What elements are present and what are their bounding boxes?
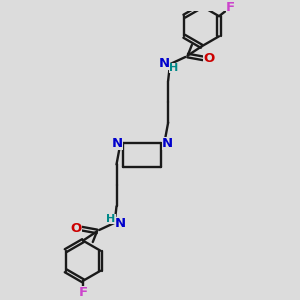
Text: F: F <box>78 286 88 299</box>
Text: O: O <box>203 52 214 65</box>
Text: O: O <box>70 222 82 235</box>
Text: N: N <box>162 137 173 150</box>
Text: F: F <box>226 1 235 14</box>
Text: N: N <box>115 217 126 230</box>
Text: N: N <box>158 57 169 70</box>
Text: N: N <box>112 137 123 150</box>
Text: H: H <box>169 63 178 73</box>
Text: H: H <box>106 214 116 224</box>
